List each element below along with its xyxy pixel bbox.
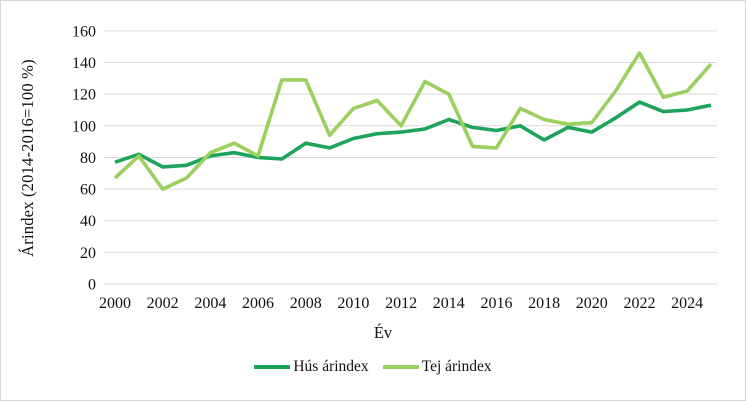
x-tick-label: 2018: [528, 295, 560, 312]
x-tick-label: 2010: [337, 295, 369, 312]
y-tick-label: 100: [72, 118, 96, 135]
y-tick-label: 60: [80, 182, 96, 199]
x-tick-label: 2008: [290, 295, 322, 312]
y-tick-label: 160: [72, 23, 96, 40]
x-tick-label: 2014: [433, 295, 465, 312]
y-tick-label: 140: [72, 55, 96, 72]
y-tick-label: 120: [72, 87, 96, 104]
legend-item-hus-arindex: Hús árindex: [254, 358, 369, 376]
x-axis-title: Év: [373, 323, 393, 342]
x-tick-label: 2022: [623, 295, 655, 312]
x-tick-label: 2000: [99, 295, 131, 312]
legend-item-tej-arindex: Tej árindex: [382, 358, 492, 376]
x-tick-label: 2012: [385, 295, 417, 312]
x-tick-label: 2004: [194, 295, 226, 312]
x-tick-label: 2006: [242, 295, 274, 312]
y-tick-label: 80: [80, 150, 96, 167]
chart-legend: Hús árindex Tej árindex: [1, 358, 745, 376]
y-tick-label: 20: [80, 245, 96, 262]
y-tick-label: 0: [88, 277, 96, 294]
x-tick-label: 2002: [147, 295, 179, 312]
hus-arindex-line: [114, 100, 712, 169]
tej-series-swatch: [382, 365, 419, 369]
y-tick-label: 40: [80, 213, 96, 230]
hus-series-swatch: [254, 365, 291, 369]
hus-series-label: Hús árindex: [293, 358, 369, 375]
x-tick-label: 2016: [480, 295, 512, 312]
tej-series-label: Tej árindex: [421, 358, 492, 375]
x-tick-label: 2024: [671, 295, 703, 312]
x-tick-label: 2020: [576, 295, 608, 312]
tej-arindex-line: [113, 51, 713, 191]
